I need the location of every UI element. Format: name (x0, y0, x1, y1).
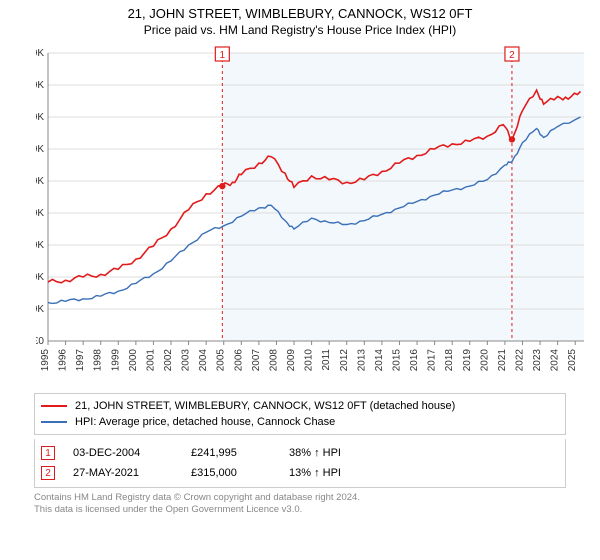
svg-text:2017: 2017 (427, 349, 438, 372)
chart-area: £0 £50K £100K £150K £200K £250K £300K £350K £400… (36, 41, 596, 385)
svg-text:2011: 2011 (321, 349, 332, 371)
legend-item-property: 21, JOHN STREET, WIMBLEBURY, CANNOCK, WS… (41, 398, 559, 414)
footer-attribution: Contains HM Land Registry data © Crown c… (34, 492, 566, 516)
svg-text:1995: 1995 (40, 349, 51, 372)
sale-row: 1 03-DEC-2004 £241,995 38% ↑ HPI (41, 443, 559, 463)
sales-table: 1 03-DEC-2004 £241,995 38% ↑ HPI 2 27-MA… (34, 439, 566, 488)
svg-text:2021: 2021 (497, 349, 508, 372)
legend-label: 21, JOHN STREET, WIMBLEBURY, CANNOCK, WS… (75, 400, 455, 412)
svg-text:£150K: £150K (36, 240, 44, 251)
svg-text:2025: 2025 (567, 349, 578, 372)
chart-title: 21, JOHN STREET, WIMBLEBURY, CANNOCK, WS… (0, 0, 600, 21)
sale-hpi: 38% ↑ HPI (289, 447, 379, 459)
footer-line: Contains HM Land Registry data © Crown c… (34, 492, 566, 504)
svg-text:1996: 1996 (58, 349, 69, 372)
svg-text:2000: 2000 (128, 349, 139, 372)
svg-text:2018: 2018 (444, 349, 455, 372)
svg-text:2009: 2009 (286, 349, 297, 372)
svg-text:£450K: £450K (36, 48, 44, 59)
sale-row: 2 27-MAY-2021 £315,000 13% ↑ HPI (41, 463, 559, 483)
sale-date: 03-DEC-2004 (73, 447, 173, 459)
svg-text:2013: 2013 (356, 349, 367, 372)
svg-text:2007: 2007 (251, 349, 262, 372)
svg-text:£400K: £400K (36, 80, 44, 91)
svg-text:2010: 2010 (304, 349, 315, 372)
chart-subtitle: Price paid vs. HM Land Registry's House … (0, 21, 600, 41)
sale-marker-icon: 1 (41, 446, 55, 460)
svg-text:2008: 2008 (268, 349, 279, 372)
svg-text:£0: £0 (36, 336, 44, 347)
svg-text:2020: 2020 (479, 349, 490, 372)
svg-text:2: 2 (509, 50, 515, 61)
footer-line: This data is licensed under the Open Gov… (34, 504, 566, 516)
svg-text:1: 1 (220, 50, 226, 61)
svg-text:1999: 1999 (110, 349, 121, 372)
svg-text:2019: 2019 (462, 349, 473, 372)
svg-text:2005: 2005 (216, 349, 227, 372)
svg-text:£350K: £350K (36, 112, 44, 123)
sale-date: 27-MAY-2021 (73, 467, 173, 479)
svg-text:£300K: £300K (36, 144, 44, 155)
legend-label: HPI: Average price, detached house, Cann… (75, 416, 335, 428)
legend: 21, JOHN STREET, WIMBLEBURY, CANNOCK, WS… (34, 393, 566, 435)
svg-text:£50K: £50K (36, 304, 44, 315)
sale-hpi: 13% ↑ HPI (289, 467, 379, 479)
svg-text:£100K: £100K (36, 272, 44, 283)
svg-text:2015: 2015 (391, 349, 402, 372)
sale-price: £315,000 (191, 467, 271, 479)
sale-marker-icon: 2 (41, 466, 55, 480)
sale-price: £241,995 (191, 447, 271, 459)
svg-text:2023: 2023 (532, 349, 543, 372)
svg-text:2022: 2022 (514, 349, 525, 372)
svg-text:£250K: £250K (36, 176, 44, 187)
svg-text:2006: 2006 (233, 349, 244, 372)
legend-swatch (41, 421, 67, 423)
svg-text:2003: 2003 (181, 349, 192, 372)
legend-item-hpi: HPI: Average price, detached house, Cann… (41, 414, 559, 430)
line-chart: £0 £50K £100K £150K £200K £250K £300K £350K £400… (36, 41, 596, 385)
svg-text:1998: 1998 (93, 349, 104, 372)
svg-text:2002: 2002 (163, 349, 174, 372)
svg-text:£200K: £200K (36, 208, 44, 219)
svg-text:2016: 2016 (409, 349, 420, 372)
svg-text:2014: 2014 (374, 349, 385, 372)
svg-text:1997: 1997 (75, 349, 86, 372)
svg-text:2004: 2004 (198, 349, 209, 372)
svg-text:2012: 2012 (339, 349, 350, 372)
svg-text:2001: 2001 (145, 349, 156, 372)
legend-swatch (41, 405, 67, 407)
svg-text:2024: 2024 (550, 349, 561, 372)
